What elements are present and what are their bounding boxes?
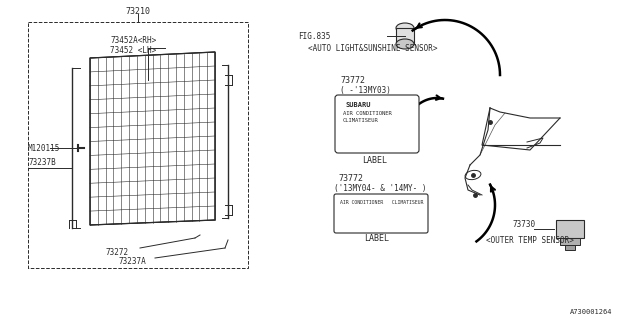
Polygon shape bbox=[556, 220, 584, 238]
Text: A730001264: A730001264 bbox=[570, 309, 612, 315]
Text: 73237B: 73237B bbox=[28, 157, 56, 166]
Text: ('13MY04- & '14MY- ): ('13MY04- & '14MY- ) bbox=[334, 183, 426, 193]
Text: AIR CONDITIONER: AIR CONDITIONER bbox=[343, 110, 392, 116]
Text: 73452 <LH>: 73452 <LH> bbox=[110, 45, 156, 54]
Bar bbox=[28, 22, 248, 268]
Text: CLIMATISEUR: CLIMATISEUR bbox=[343, 117, 379, 123]
Text: <AUTO LIGHT&SUNSHINE SENSOR>: <AUTO LIGHT&SUNSHINE SENSOR> bbox=[308, 44, 438, 52]
Text: 73730: 73730 bbox=[513, 220, 536, 228]
Text: AIR CONDITIONER   CLIMATISEUR: AIR CONDITIONER CLIMATISEUR bbox=[340, 199, 424, 204]
Polygon shape bbox=[560, 238, 580, 245]
Ellipse shape bbox=[396, 39, 414, 49]
Text: 73452A<RH>: 73452A<RH> bbox=[110, 36, 156, 44]
Text: FIG.835: FIG.835 bbox=[298, 31, 330, 41]
Text: 73772: 73772 bbox=[338, 173, 363, 182]
Polygon shape bbox=[90, 52, 215, 225]
Text: SUBARU: SUBARU bbox=[345, 102, 371, 108]
Text: 73772: 73772 bbox=[340, 76, 365, 84]
Text: ( -'13MY03): ( -'13MY03) bbox=[340, 85, 391, 94]
Ellipse shape bbox=[396, 23, 414, 33]
Text: 73237A: 73237A bbox=[118, 258, 146, 267]
Text: M120115: M120115 bbox=[28, 143, 60, 153]
FancyBboxPatch shape bbox=[335, 95, 419, 153]
Polygon shape bbox=[396, 28, 414, 44]
FancyBboxPatch shape bbox=[334, 194, 428, 233]
Polygon shape bbox=[565, 245, 575, 250]
Text: 73272: 73272 bbox=[105, 247, 128, 257]
Text: LABEL: LABEL bbox=[362, 156, 387, 164]
Text: <OUTER TEMP SENSOR>: <OUTER TEMP SENSOR> bbox=[486, 236, 574, 244]
Text: LABEL: LABEL bbox=[364, 234, 389, 243]
Ellipse shape bbox=[465, 170, 481, 180]
Text: 73210: 73210 bbox=[125, 6, 150, 15]
